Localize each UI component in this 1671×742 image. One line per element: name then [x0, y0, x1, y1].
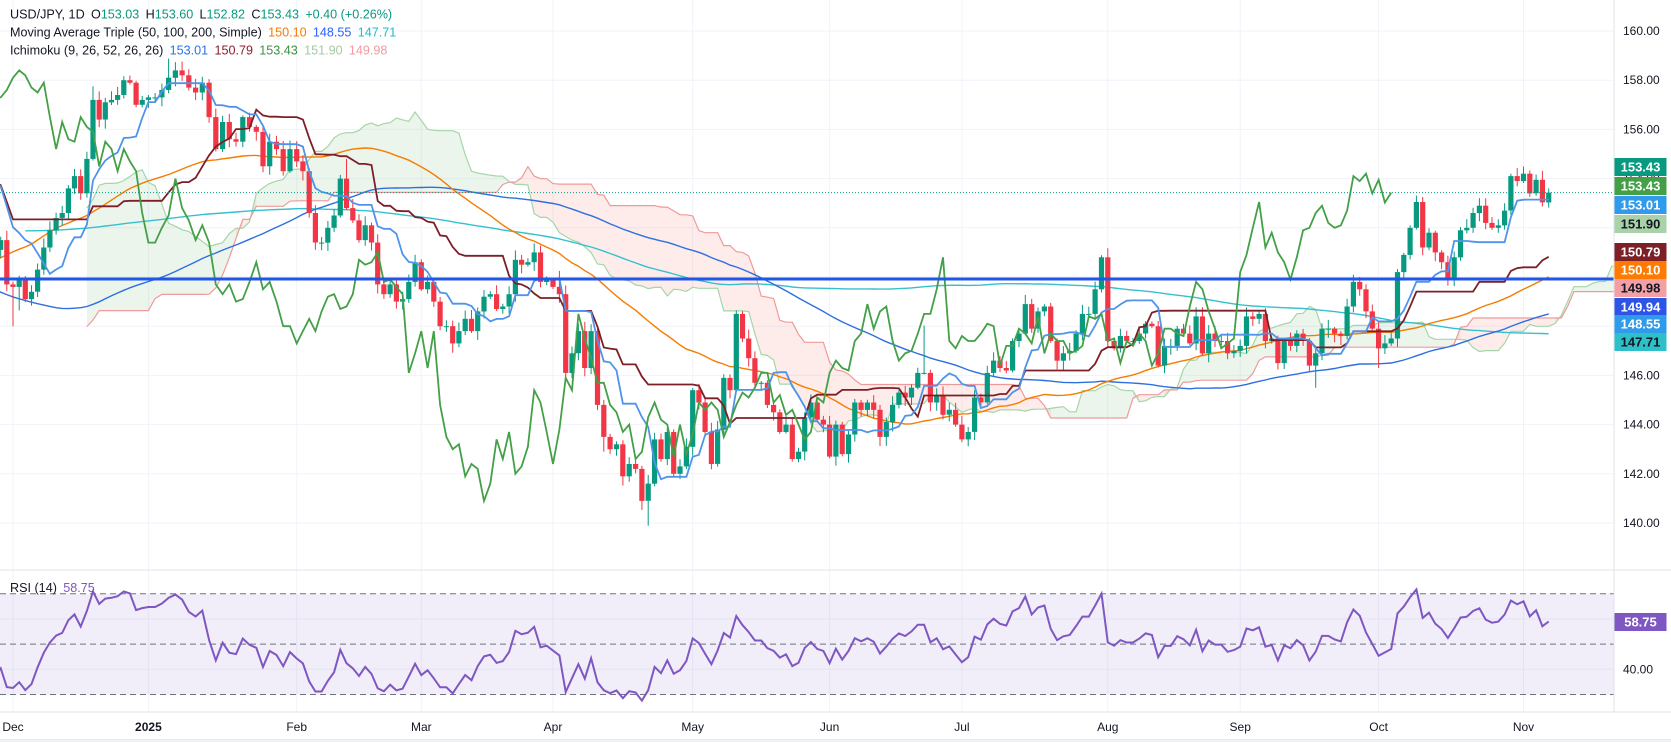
svg-text:158.00: 158.00	[1623, 73, 1660, 87]
svg-text:Apr: Apr	[544, 720, 563, 734]
svg-text:153.01: 153.01	[1621, 197, 1661, 212]
svg-text:Oct: Oct	[1369, 720, 1388, 734]
svg-text:Mar: Mar	[411, 720, 432, 734]
svg-text:USD/JPY, 1D O153.03 H153.60 L1: USD/JPY, 1D O153.03 H153.60 L152.82 C153…	[10, 8, 392, 22]
svg-text:May: May	[681, 720, 704, 734]
svg-text:153.43: 153.43	[1621, 159, 1661, 174]
svg-text:142.00: 142.00	[1623, 467, 1660, 481]
svg-text:156.00: 156.00	[1623, 122, 1660, 136]
svg-text:Sep: Sep	[1230, 720, 1252, 734]
svg-text:Nov: Nov	[1513, 720, 1534, 734]
svg-text:2025: 2025	[135, 720, 162, 734]
svg-text:160.00: 160.00	[1623, 24, 1660, 38]
svg-text:140.00: 140.00	[1623, 516, 1660, 530]
svg-text:150.10: 150.10	[1621, 262, 1661, 277]
svg-text:Aug: Aug	[1097, 720, 1118, 734]
svg-text:148.55: 148.55	[1621, 316, 1661, 331]
svg-text:144.00: 144.00	[1623, 418, 1660, 432]
svg-text:146.00: 146.00	[1623, 368, 1660, 382]
svg-text:151.90: 151.90	[1621, 216, 1661, 231]
svg-text:Ichimoku (9, 26, 52, 26, 26) 1: Ichimoku (9, 26, 52, 26, 26) 153.01 150.…	[10, 44, 387, 58]
svg-text:149.98: 149.98	[1621, 280, 1661, 295]
svg-text:149.94: 149.94	[1621, 299, 1662, 314]
svg-text:Feb: Feb	[286, 720, 307, 734]
svg-text:40.00: 40.00	[1623, 662, 1653, 676]
svg-text:Dec: Dec	[2, 720, 23, 734]
svg-text:RSI (14) 58.75: RSI (14) 58.75	[10, 581, 95, 595]
svg-text:153.43: 153.43	[1621, 178, 1661, 193]
svg-text:150.79: 150.79	[1621, 244, 1661, 259]
svg-text:Jun: Jun	[820, 720, 839, 734]
svg-text:Moving Average Triple (50, 100: Moving Average Triple (50, 100, 200, Sim…	[10, 26, 396, 40]
svg-text:Jul: Jul	[954, 720, 969, 734]
svg-text:58.75: 58.75	[1624, 614, 1657, 629]
svg-text:147.71: 147.71	[1621, 334, 1661, 349]
